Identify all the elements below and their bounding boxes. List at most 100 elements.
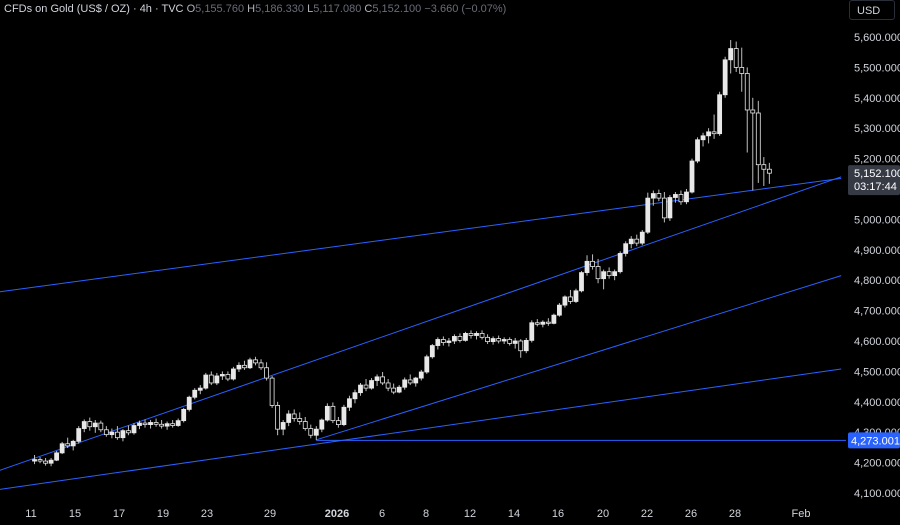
- trendlines: [0, 176, 842, 490]
- candle-125: [717, 91, 723, 136]
- last-price-tag: 5,152.100 03:17:44: [848, 165, 900, 196]
- candle-body: [269, 377, 275, 406]
- candle-body: [518, 340, 524, 352]
- candle-body: [341, 406, 347, 426]
- candle-6: [59, 441, 65, 455]
- trendline-4[interactable]: [0, 177, 842, 293]
- candle-44: [269, 375, 275, 408]
- candle-body: [551, 314, 557, 324]
- candle-27: [175, 418, 181, 427]
- candle-body: [612, 271, 618, 277]
- candle-1: [32, 455, 37, 465]
- candle-9: [76, 426, 82, 444]
- candle-body: [87, 421, 93, 428]
- candle-body: [32, 459, 37, 462]
- candle-105: [606, 267, 612, 279]
- candle-body: [440, 339, 446, 343]
- candle-body: [70, 440, 76, 447]
- candle-body: [98, 422, 104, 431]
- candle-115: [661, 192, 667, 223]
- candle-body: [242, 364, 247, 369]
- candle-body: [689, 160, 695, 193]
- x-tick-label: 16: [552, 508, 564, 520]
- candle-body: [363, 384, 369, 389]
- candle-body: [48, 459, 54, 464]
- candle-18: [126, 425, 131, 436]
- candle-112: [645, 192, 651, 234]
- candle-68: [402, 377, 408, 390]
- price-axis[interactable]: 5,600.000 5,500.000 5,400.000 5,300.000 5,20…: [854, 32, 900, 500]
- time-axis[interactable]: 11 15 17 19 23 29 2026 6 8 12 14 16 20 22 26 28 Feb: [25, 508, 810, 520]
- symbol-title[interactable]: CFDs on Gold (US$ / OZ) · 4h · TVC: [4, 3, 184, 15]
- trendline-2[interactable]: [0, 368, 842, 490]
- low-value: 5,117.080: [313, 3, 362, 15]
- candle-52: [313, 426, 319, 441]
- candle-61: [363, 379, 369, 392]
- candle-body: [562, 296, 568, 306]
- candle-10: [81, 419, 87, 433]
- candle-16: [115, 426, 120, 440]
- x-tick-label: 17: [113, 508, 125, 520]
- candle-body: [192, 389, 198, 398]
- candle-54: [324, 403, 330, 422]
- candle-40: [247, 357, 253, 369]
- candle-body: [137, 422, 142, 426]
- candle-body: [424, 356, 430, 373]
- candle-body: [545, 321, 551, 324]
- x-tick-label: 15: [69, 508, 81, 520]
- candle-14: [103, 426, 109, 437]
- x-tick-label: 29: [264, 508, 276, 520]
- candle-29: [186, 395, 192, 412]
- candle-body: [512, 340, 518, 344]
- candle-body: [490, 338, 496, 343]
- candle-38: [236, 362, 242, 373]
- candle-129: [739, 47, 745, 92]
- chart-header: CFDs on Gold (US$ / OZ) · 4h · TVC O5,15…: [4, 3, 506, 15]
- open-value: 5,155.760: [195, 3, 245, 15]
- y-tick-label: 5,600.000: [854, 32, 900, 44]
- candle-47: [286, 410, 292, 427]
- candle-121: [695, 137, 700, 164]
- candle-body: [385, 382, 391, 389]
- candle-body: [639, 231, 645, 244]
- candle-body: [457, 336, 463, 341]
- currency-button[interactable]: USD: [849, 0, 895, 20]
- candle-body: [286, 413, 292, 423]
- candle-81: [474, 331, 479, 340]
- candle-127: [728, 40, 734, 74]
- candle-8: [70, 439, 76, 451]
- candle-body: [744, 73, 750, 111]
- candle-59: [352, 389, 358, 404]
- y-tick-label: 5,300.000: [854, 123, 900, 135]
- candle-body: [142, 422, 148, 425]
- candle-104: [601, 269, 606, 290]
- candle-100: [579, 271, 584, 293]
- candle-131: [750, 97, 756, 191]
- x-tick-label: Feb: [792, 508, 811, 520]
- candle-25: [164, 421, 170, 430]
- candle-96: [557, 303, 562, 317]
- candle-37: [231, 366, 236, 381]
- candle-body: [59, 443, 65, 454]
- candle-26: [170, 420, 176, 428]
- candle-body: [673, 194, 678, 198]
- trendline-1[interactable]: [0, 176, 842, 472]
- candle-19: [131, 423, 137, 435]
- candle-body: [291, 413, 297, 419]
- candle-body: [275, 405, 281, 430]
- candle-body: [347, 398, 352, 408]
- candle-body: [324, 405, 330, 421]
- candle-2: [37, 457, 43, 464]
- candle-body: [584, 260, 590, 273]
- x-tick-label: 23: [201, 508, 213, 520]
- candle-94: [545, 318, 551, 326]
- candle-57: [341, 404, 347, 427]
- trendline-3[interactable]: [316, 275, 842, 441]
- candle-body: [313, 428, 319, 436]
- candle-body: [330, 405, 336, 422]
- candle-83: [485, 334, 490, 345]
- candle-body: [264, 367, 269, 379]
- candle-66: [391, 383, 397, 395]
- candle-body: [446, 340, 452, 343]
